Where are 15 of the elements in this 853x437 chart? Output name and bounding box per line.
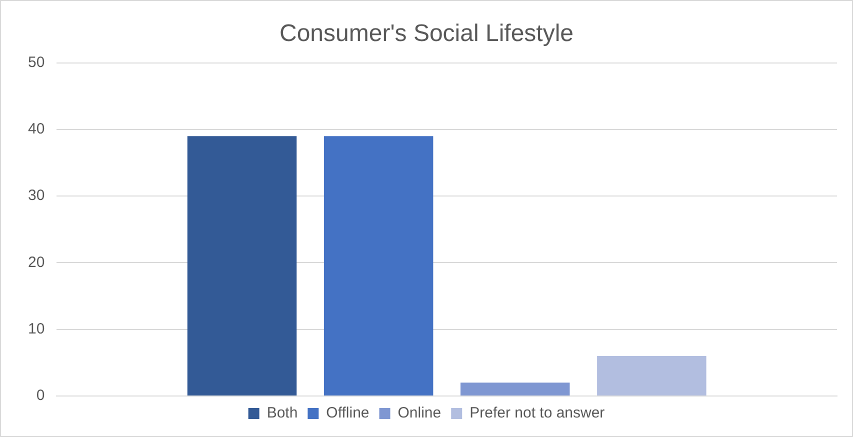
bar xyxy=(324,136,434,396)
bar xyxy=(597,356,706,396)
chart-title: Consumer's Social Lifestyle xyxy=(279,20,574,48)
bar xyxy=(460,382,570,396)
legend-label: Both xyxy=(266,404,298,422)
y-tick-label: 40 xyxy=(28,120,45,138)
legend-label: Offline xyxy=(326,404,370,422)
y-tick-label: 20 xyxy=(28,254,45,271)
legend-label: Online xyxy=(398,404,442,422)
bar xyxy=(187,136,297,396)
y-tick-label: 10 xyxy=(28,320,45,338)
y-tick-label: 0 xyxy=(36,387,45,404)
y-tick-label: 50 xyxy=(28,54,45,71)
legend-label: Prefer not to answer xyxy=(470,404,605,422)
y-tick-label: 30 xyxy=(28,187,45,204)
